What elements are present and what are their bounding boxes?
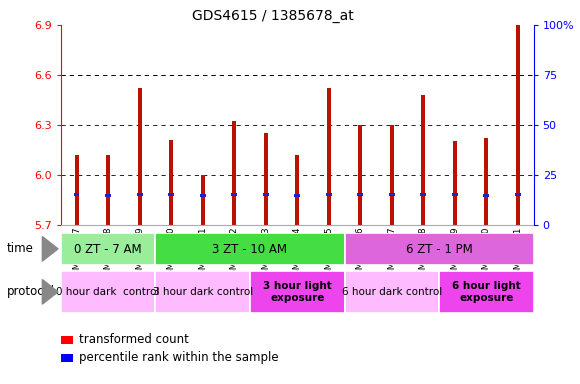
Bar <box>327 88 331 225</box>
Text: 3 hour dark control: 3 hour dark control <box>153 287 253 297</box>
Bar <box>420 193 426 196</box>
Bar <box>250 271 345 313</box>
Bar <box>106 194 111 197</box>
Bar <box>200 194 205 197</box>
Text: 0 hour dark  control: 0 hour dark control <box>56 287 160 297</box>
Bar <box>484 194 489 197</box>
Bar <box>295 194 300 197</box>
Bar <box>169 140 173 225</box>
Bar <box>295 155 299 225</box>
Text: transformed count: transformed count <box>79 333 189 346</box>
Bar <box>138 88 142 225</box>
Text: 6 ZT - 1 PM: 6 ZT - 1 PM <box>405 243 473 256</box>
Bar <box>263 192 269 195</box>
Bar <box>439 271 534 313</box>
Bar <box>389 192 394 195</box>
Bar <box>516 25 520 225</box>
Bar <box>452 192 458 195</box>
Text: percentile rank within the sample: percentile rank within the sample <box>79 351 279 364</box>
Text: 3 hour light
exposure: 3 hour light exposure <box>263 281 332 303</box>
Bar <box>61 233 155 265</box>
Bar <box>168 192 174 195</box>
Bar <box>61 271 155 313</box>
Bar <box>515 192 521 195</box>
Bar <box>357 192 363 195</box>
Bar <box>75 155 78 225</box>
Bar <box>155 233 345 265</box>
Text: 0 ZT - 7 AM: 0 ZT - 7 AM <box>74 243 142 256</box>
Text: 3 ZT - 10 AM: 3 ZT - 10 AM <box>212 243 288 256</box>
Bar <box>345 233 534 265</box>
Text: time: time <box>7 242 34 255</box>
Bar <box>137 192 143 195</box>
Bar <box>345 271 439 313</box>
Bar <box>233 121 236 225</box>
Bar <box>231 192 237 195</box>
Text: 6 hour light
exposure: 6 hour light exposure <box>452 281 521 303</box>
Bar <box>201 175 205 225</box>
Bar <box>326 193 332 196</box>
Bar <box>155 271 250 313</box>
Bar <box>74 192 79 195</box>
Bar <box>422 95 425 225</box>
Text: 6 hour dark control: 6 hour dark control <box>342 287 442 297</box>
Bar <box>264 133 267 225</box>
Bar <box>106 155 110 225</box>
Bar <box>390 125 394 225</box>
Bar <box>484 138 488 225</box>
Text: protocol: protocol <box>7 285 55 298</box>
Text: GDS4615 / 1385678_at: GDS4615 / 1385678_at <box>192 9 353 23</box>
Bar <box>453 141 456 225</box>
Bar <box>358 125 362 225</box>
